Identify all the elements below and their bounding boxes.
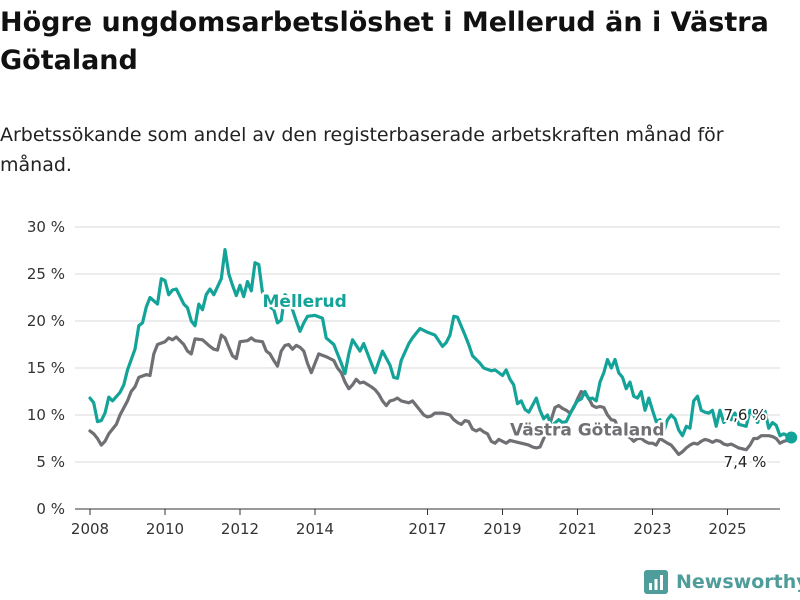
grid-lines bbox=[75, 226, 780, 510]
end-value-label: 7,4 % bbox=[724, 453, 767, 471]
series-end-point bbox=[785, 431, 798, 444]
y-tick-label: 10 % bbox=[27, 406, 65, 424]
newsworthy-logo-icon bbox=[644, 570, 668, 594]
x-tick-label: 2019 bbox=[483, 520, 521, 538]
x-tick-label: 2017 bbox=[408, 520, 446, 538]
series-line-vastra-gotaland bbox=[88, 333, 793, 457]
y-axis: 0 % 5 % 10 % 15 % 20 % 25 % 30 % bbox=[27, 218, 65, 518]
series-label: Västra Götaland bbox=[510, 421, 665, 441]
x-axis: 2008 2010 2012 2014 2017 2019 2021 2023 2025 bbox=[71, 508, 780, 538]
y-tick-label: 30 % bbox=[27, 218, 65, 236]
x-tick-label: 2021 bbox=[558, 520, 596, 538]
chart-title: Högre ungdomsarbetslöshet i Mellerud än … bbox=[0, 7, 769, 76]
x-tick-label: 2025 bbox=[708, 520, 746, 538]
x-tick-label: 2012 bbox=[221, 520, 259, 538]
series-line-mellerud bbox=[88, 248, 793, 440]
line-chart: 2008 2010 2012 2014 2017 2019 2021 2023 2025 0 %… bbox=[27, 218, 798, 538]
x-tick-label: 2010 bbox=[146, 520, 184, 538]
series-labels: Mellerud Västra Götaland 7,6 % 7,4 % bbox=[260, 289, 768, 473]
newsworthy-logo: Newsworthy bbox=[644, 566, 800, 598]
y-tick-label: 25 % bbox=[27, 265, 65, 283]
chart-subtitle: Arbetssökande som andel av den registerb… bbox=[0, 124, 724, 176]
x-tick-label: 2023 bbox=[633, 520, 671, 538]
series-lines bbox=[88, 248, 798, 457]
x-tick-label: 2008 bbox=[71, 520, 109, 538]
end-value-label: 7,6 % bbox=[724, 406, 767, 424]
y-tick-label: 0 % bbox=[36, 500, 65, 518]
y-tick-label: 20 % bbox=[27, 312, 65, 330]
y-tick-label: 15 % bbox=[27, 359, 65, 377]
x-tick-label: 2014 bbox=[296, 520, 334, 538]
y-tick-label: 5 % bbox=[36, 453, 65, 471]
brand-name: Newsworthy bbox=[676, 571, 800, 593]
series-label: Mellerud bbox=[263, 292, 347, 312]
